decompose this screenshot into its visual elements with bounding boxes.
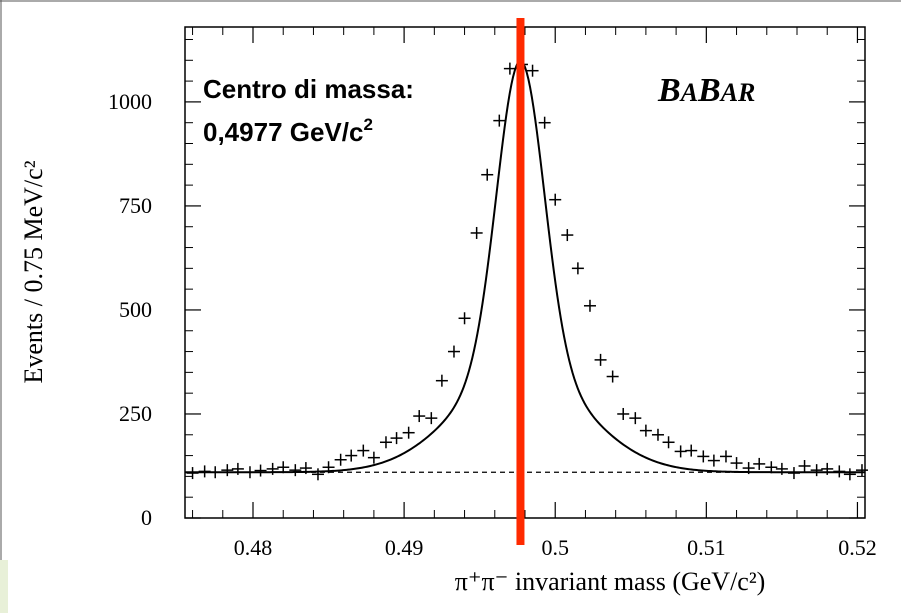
fit-curve (185, 60, 865, 474)
data-point (730, 457, 743, 470)
data-point (594, 353, 607, 366)
data-point (435, 374, 448, 387)
data-point (458, 312, 471, 325)
data-point (402, 426, 415, 439)
data-point (322, 461, 335, 474)
data-point (629, 412, 642, 425)
data-point (765, 461, 778, 474)
x-axis-title: π⁺π⁻ invariant mass (GeV/c²) (455, 567, 766, 596)
data-point (719, 450, 732, 463)
data-point (254, 464, 267, 477)
data-point (493, 114, 506, 127)
data-point (639, 424, 652, 437)
data-point (662, 436, 675, 449)
data-point (549, 193, 562, 206)
data-points (186, 58, 868, 481)
data-point (787, 467, 800, 480)
data-point (198, 465, 211, 478)
data-point (775, 462, 788, 475)
x-tick-label: 0.52 (838, 535, 877, 560)
data-point (425, 412, 438, 425)
data-point (481, 168, 494, 181)
data-point (311, 468, 324, 481)
data-point (843, 468, 856, 481)
data-point (367, 451, 380, 464)
data-point (674, 445, 687, 458)
x-tick-label: 0.49 (385, 535, 424, 560)
tick-labels: 0.48 0.49 0.5 0.51 0.52 0 250 500 750 1000 (108, 89, 877, 560)
data-point (833, 465, 846, 478)
data-point (561, 229, 574, 242)
data-point (583, 299, 596, 312)
x-tick-label: 0.48 (234, 535, 273, 560)
data-point (707, 454, 720, 467)
data-point (753, 457, 766, 470)
data-point (571, 262, 584, 275)
data-point (357, 444, 370, 457)
y-tick-label: 750 (119, 193, 152, 218)
data-point (334, 453, 347, 466)
data-point (299, 462, 312, 475)
data-point (413, 410, 426, 423)
y-tick-label: 0 (141, 505, 152, 530)
data-point (447, 345, 460, 358)
data-point (209, 466, 222, 479)
data-point (289, 464, 302, 477)
data-point (526, 64, 539, 77)
data-point (606, 370, 619, 383)
data-point (243, 466, 256, 479)
data-point (186, 467, 199, 480)
data-point (470, 226, 483, 239)
babar-logo: BABAR (657, 72, 755, 109)
x-tick-label: 0.5 (541, 535, 569, 560)
corner-decoration (0, 560, 8, 613)
y-tick-label: 250 (119, 401, 152, 426)
data-point (821, 462, 834, 475)
y-axis-title: Events / 0.75 MeV/c² (19, 160, 48, 383)
data-point (345, 449, 358, 462)
data-point (390, 432, 403, 445)
annotation-line-1: Centro di massa: (203, 74, 414, 104)
annotation-line-2: 0,4977 GeV/c2 (203, 115, 373, 147)
ticks (185, 27, 865, 519)
data-point (617, 407, 630, 420)
data-point (855, 464, 868, 477)
data-point (277, 461, 290, 474)
data-point (266, 462, 279, 475)
data-point (538, 116, 551, 129)
data-point (697, 450, 710, 463)
data-point (810, 464, 823, 477)
data-point (231, 462, 244, 475)
data-point (379, 436, 392, 449)
y-tick-label: 1000 (108, 89, 152, 114)
data-point (503, 62, 516, 75)
data-point (651, 428, 664, 441)
y-tick-label: 500 (119, 297, 152, 322)
data-point (221, 464, 234, 477)
data-point (798, 459, 811, 472)
data-point (685, 444, 698, 457)
data-point (742, 462, 755, 475)
x-tick-label: 0.51 (687, 535, 726, 560)
